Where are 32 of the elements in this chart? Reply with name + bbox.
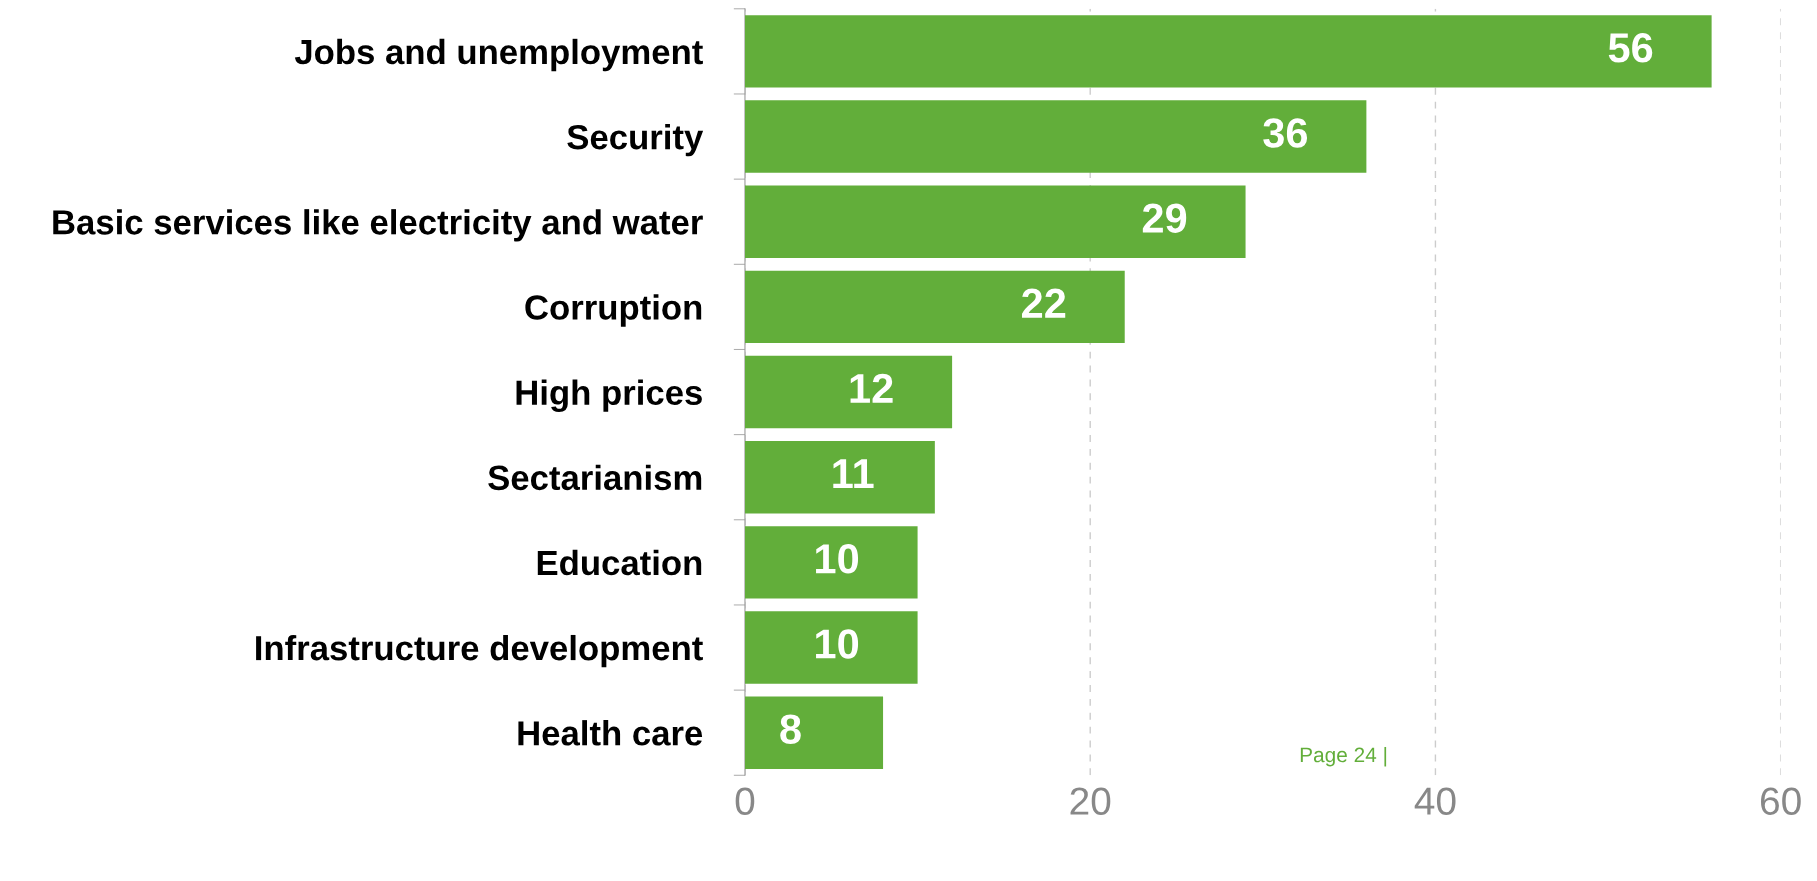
data-label: 8: [780, 714, 801, 744]
bar: [744, 185, 1246, 258]
x-tick-label: 20: [1070, 787, 1111, 815]
bar: [744, 526, 918, 599]
data-label: 11: [833, 459, 874, 488]
bar: [744, 15, 1712, 88]
y-tick-label: Security: [567, 123, 704, 157]
y-tick-label: High prices: [516, 379, 702, 412]
x-tick-label: 60: [1761, 787, 1801, 815]
data-label: 12: [850, 373, 893, 403]
y-tick-label: Jobs and unemployment: [294, 38, 703, 72]
bar: [744, 696, 884, 769]
x-tick-label: 40: [1414, 787, 1456, 815]
bar: [744, 441, 935, 514]
bar: [744, 100, 1367, 173]
y-tick-label: Corruption: [525, 294, 702, 327]
data-label: 22: [1022, 288, 1066, 318]
bar: [744, 355, 953, 429]
data-label: 10: [816, 629, 859, 659]
y-tick-label: Basic services like electricity and water: [53, 209, 703, 242]
data-label: 29: [1142, 203, 1187, 233]
bar: [744, 270, 1125, 344]
y-tick-label: Health care: [518, 720, 703, 746]
data-label: 56: [1608, 33, 1653, 63]
data-label: 36: [1263, 118, 1308, 148]
bar: [744, 611, 918, 684]
y-tick-label: Sectarianism: [488, 464, 702, 491]
y-tick-label: Infrastructure development: [256, 634, 703, 668]
annotation: Page 24 |: [1300, 746, 1387, 767]
y-tick-label: Education: [537, 549, 702, 576]
x-tick-label: 0: [735, 787, 755, 815]
data-label: 10: [816, 544, 859, 574]
